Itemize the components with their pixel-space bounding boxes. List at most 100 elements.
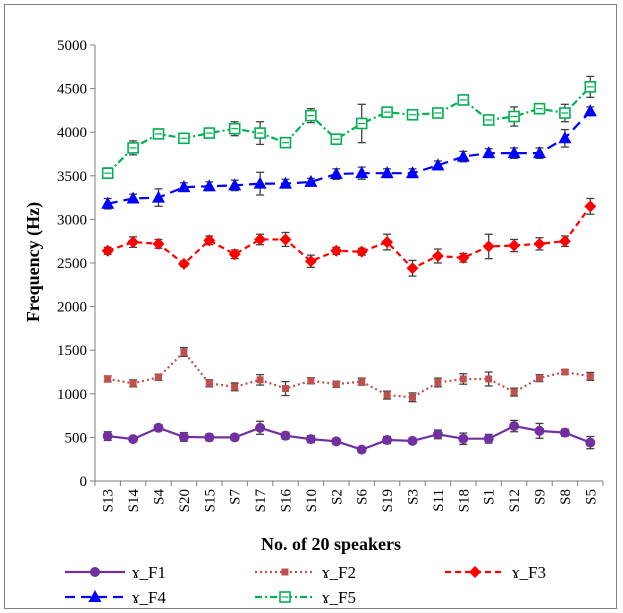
data-point: [406, 262, 419, 275]
data-point: [457, 94, 470, 106]
legend-label: ɤ_F2: [322, 563, 356, 582]
data-point: [431, 158, 445, 171]
data-point: [584, 81, 597, 93]
series-5: [101, 75, 597, 180]
data-point: [177, 257, 190, 270]
data-point: [355, 166, 369, 179]
legend-item-1: ɤ_F1: [65, 563, 166, 582]
data-point: [204, 432, 215, 443]
data-point: [101, 167, 114, 179]
data-point: [203, 127, 216, 139]
series-3: [101, 197, 597, 277]
data-point: [559, 107, 571, 119]
data-point: [102, 431, 113, 442]
data-point: [508, 110, 520, 123]
data-point: [510, 388, 518, 396]
data-point: [231, 383, 239, 391]
y-tick-label: 2000: [57, 300, 87, 316]
chart-frame: 0 500 1000 1500 2000 2500 3000 3500 4000 4500 5000…: [4, 4, 617, 609]
data-point: [279, 233, 292, 246]
data-point: [256, 376, 264, 384]
data-point: [155, 373, 162, 381]
x-tick-label: S9: [533, 489, 549, 505]
data-point: [431, 250, 444, 263]
data-point: [127, 142, 139, 154]
data-point: [305, 434, 316, 445]
x-tick-label: S18: [456, 489, 472, 512]
series-2: [103, 346, 595, 403]
data-point: [534, 425, 545, 436]
x-tick-label: S2: [329, 489, 345, 505]
y-tick-label: 1000: [57, 387, 87, 403]
data-point: [482, 114, 495, 126]
data-point: [432, 107, 444, 119]
x-axis-ticks: S13 S14 S4 S20 S15 S7 S17 S16 S10 S2 S6 S19 S3 S11 S18…: [94, 481, 604, 513]
data-point: [330, 133, 343, 145]
y-tick-label: 2500: [57, 256, 87, 272]
data-point: [330, 244, 343, 257]
x-tick-label: S16: [279, 489, 295, 513]
legend-label: ɤ_F3: [512, 563, 546, 582]
data-point: [304, 174, 318, 187]
data-point: [432, 429, 443, 440]
data-point: [382, 435, 393, 446]
data-point: [281, 568, 289, 576]
data-point: [533, 146, 546, 159]
data-point: [355, 245, 368, 258]
x-tick-label: S3: [406, 489, 422, 505]
y-tick-label: 1500: [57, 343, 87, 359]
data-point: [356, 444, 367, 455]
y-tick-label: 3500: [57, 169, 87, 185]
data-point: [482, 146, 496, 159]
y-tick-label: 4500: [57, 82, 87, 98]
data-point: [205, 379, 213, 387]
data-point: [178, 431, 189, 442]
data-point: [331, 436, 342, 447]
data-point: [126, 191, 140, 204]
data-point: [409, 393, 416, 401]
data-point: [329, 167, 343, 180]
data-point: [229, 432, 240, 443]
y-tick-label: 500: [65, 430, 88, 446]
data-point: [228, 248, 241, 261]
data-point: [127, 236, 140, 249]
x-tick-label: S12: [507, 489, 523, 512]
data-point: [355, 117, 368, 130]
data-point: [101, 196, 115, 209]
data-point: [586, 372, 594, 380]
x-tick-label: S4: [152, 489, 168, 505]
data-point: [202, 179, 216, 192]
data-point: [558, 235, 571, 248]
data-point: [381, 236, 394, 249]
data-point: [381, 106, 393, 118]
series-line: [107, 205, 592, 270]
x-tick-label: S5: [583, 489, 599, 505]
legend-item-3: ɤ_F3: [445, 563, 546, 582]
axes: [94, 45, 603, 482]
data-point: [307, 377, 315, 385]
data-point: [406, 166, 419, 179]
data-point: [508, 239, 521, 252]
data-point: [152, 237, 165, 250]
x-tick-label: S7: [228, 489, 244, 505]
x-axis-title: No. of 20 speakers: [261, 534, 401, 554]
data-point: [456, 149, 470, 162]
y-tick-label: 5000: [57, 38, 87, 54]
data-point: [104, 375, 112, 383]
legend-label: ɤ_F5: [322, 588, 356, 607]
data-point: [304, 255, 317, 268]
x-tick-label: S19: [380, 489, 396, 512]
data-point: [358, 378, 366, 386]
data-point: [559, 427, 570, 438]
x-tick-label: S10: [304, 489, 320, 512]
data-point: [129, 379, 137, 387]
data-point: [558, 131, 572, 144]
data-point: [434, 378, 442, 386]
x-tick-label: S17: [253, 489, 269, 513]
x-tick-label: S14: [126, 489, 142, 513]
data-point: [279, 136, 292, 149]
data-point: [533, 237, 546, 250]
data-point: [152, 128, 165, 140]
data-point: [536, 374, 543, 382]
data-point: [152, 190, 165, 203]
